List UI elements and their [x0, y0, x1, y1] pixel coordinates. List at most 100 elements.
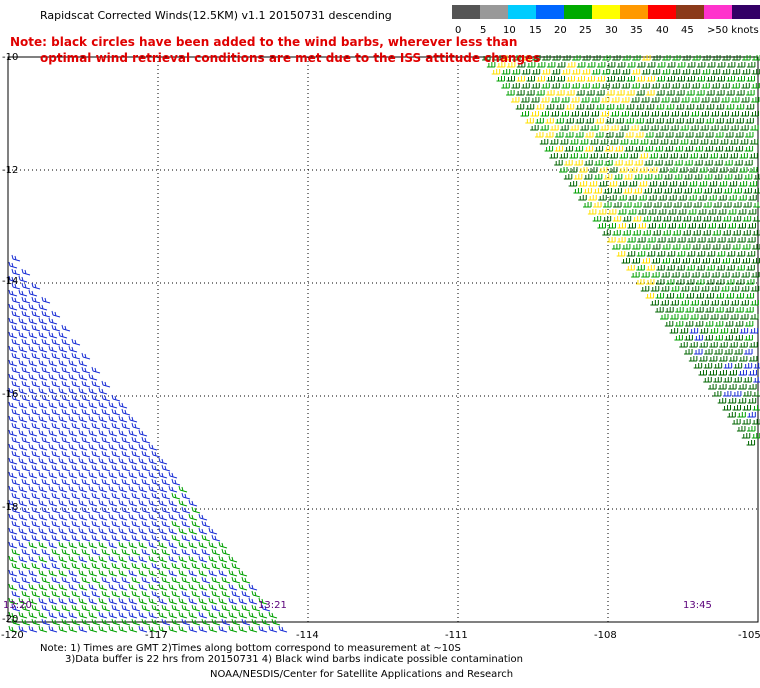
wind-barb — [151, 590, 161, 598]
wind-barb — [128, 597, 138, 605]
wind-barb — [664, 160, 673, 166]
wind-barb — [168, 541, 178, 549]
wind-barb — [674, 335, 683, 341]
wind-barb — [88, 527, 98, 535]
wind-barb — [631, 244, 641, 250]
wind-barb — [600, 125, 609, 131]
wind-barb — [716, 62, 726, 68]
wind-barb — [191, 576, 201, 584]
wind-barb — [639, 153, 648, 159]
wind-barb — [736, 265, 745, 271]
wind-barb — [231, 604, 241, 612]
wind-barb — [51, 548, 61, 556]
wind-barb — [750, 314, 759, 320]
wind-barb — [218, 597, 228, 605]
wind-barb — [18, 331, 28, 339]
wind-barb — [151, 576, 161, 584]
wind-barb — [91, 576, 101, 584]
wind-barb — [619, 153, 628, 159]
wind-barb — [627, 237, 636, 243]
wind-barb — [656, 62, 666, 68]
lon-label: -120 — [1, 630, 24, 641]
wind-barb — [601, 69, 611, 75]
wind-barb — [8, 373, 18, 381]
wind-barb — [208, 527, 218, 535]
footer-note-1: Note: 1) Times are GMT 2)Times along bot… — [40, 643, 461, 654]
wind-barb — [680, 286, 690, 292]
wind-barb — [48, 625, 58, 633]
wind-barb — [78, 387, 88, 395]
wind-barb — [737, 237, 746, 243]
wind-barb — [701, 69, 711, 75]
wind-barb — [18, 443, 28, 451]
wind-barb — [725, 118, 734, 124]
wind-barb — [101, 478, 111, 486]
wind-barb — [710, 314, 719, 320]
wind-barb — [218, 611, 228, 619]
wind-barb — [21, 422, 31, 430]
wind-barb — [660, 111, 670, 117]
wind-barb — [108, 443, 118, 451]
wind-barb — [560, 97, 570, 103]
wind-barb — [41, 520, 51, 528]
wind-barb — [131, 464, 141, 472]
legend-swatch — [452, 5, 480, 19]
wind-barb — [546, 90, 555, 96]
wind-barb — [630, 125, 639, 131]
wind-barb — [632, 230, 641, 236]
wind-barb — [51, 366, 61, 374]
wind-barb — [742, 216, 752, 222]
wind-barb — [188, 569, 198, 577]
wind-barb — [631, 272, 640, 278]
wind-barb — [747, 223, 756, 229]
wind-barb — [51, 436, 61, 444]
wind-barb — [739, 167, 748, 173]
wind-barb — [198, 625, 208, 633]
wind-barb — [238, 625, 248, 633]
wind-barb — [51, 520, 61, 528]
wind-barb — [613, 174, 623, 180]
wind-barb — [8, 289, 18, 297]
wind-barb — [546, 76, 555, 82]
wind-barb — [730, 300, 739, 306]
wind-barb — [141, 590, 151, 598]
wind-barb — [71, 450, 81, 458]
wind-barb — [51, 478, 61, 486]
wind-barb — [48, 527, 58, 535]
wind-barb — [11, 604, 21, 612]
wind-barb — [8, 527, 18, 535]
wind-barb — [616, 76, 625, 82]
wind-barb — [221, 562, 231, 570]
wind-barb — [700, 125, 709, 131]
wind-barb — [158, 611, 168, 619]
wind-barb — [68, 387, 78, 395]
wind-barb — [18, 527, 28, 535]
wind-barb — [690, 300, 699, 306]
wind-barb — [665, 279, 675, 285]
wind-barb — [21, 464, 31, 472]
wind-barb — [258, 597, 268, 605]
legend-label: 30 — [605, 25, 618, 36]
wind-barb — [603, 174, 613, 180]
wind-barb — [188, 527, 198, 535]
wind-barb — [599, 167, 608, 173]
wind-barb — [725, 279, 735, 285]
wind-barb — [687, 209, 697, 215]
wind-barb — [736, 426, 746, 432]
wind-barb — [561, 69, 571, 75]
wind-barb — [28, 499, 38, 507]
wind-barb — [121, 408, 131, 416]
lat-label: -14 — [2, 276, 19, 287]
wind-barb — [211, 576, 221, 584]
wind-barb — [88, 625, 98, 633]
wind-barb — [81, 576, 91, 584]
wind-barb — [88, 513, 98, 521]
wind-barb — [738, 181, 748, 187]
wind-barb — [675, 279, 685, 285]
wind-barb — [650, 300, 659, 306]
wind-barb — [21, 450, 31, 458]
wind-barb — [732, 230, 741, 236]
wind-barb — [700, 286, 710, 292]
wind-barb — [21, 520, 31, 528]
wind-barb — [681, 258, 691, 264]
